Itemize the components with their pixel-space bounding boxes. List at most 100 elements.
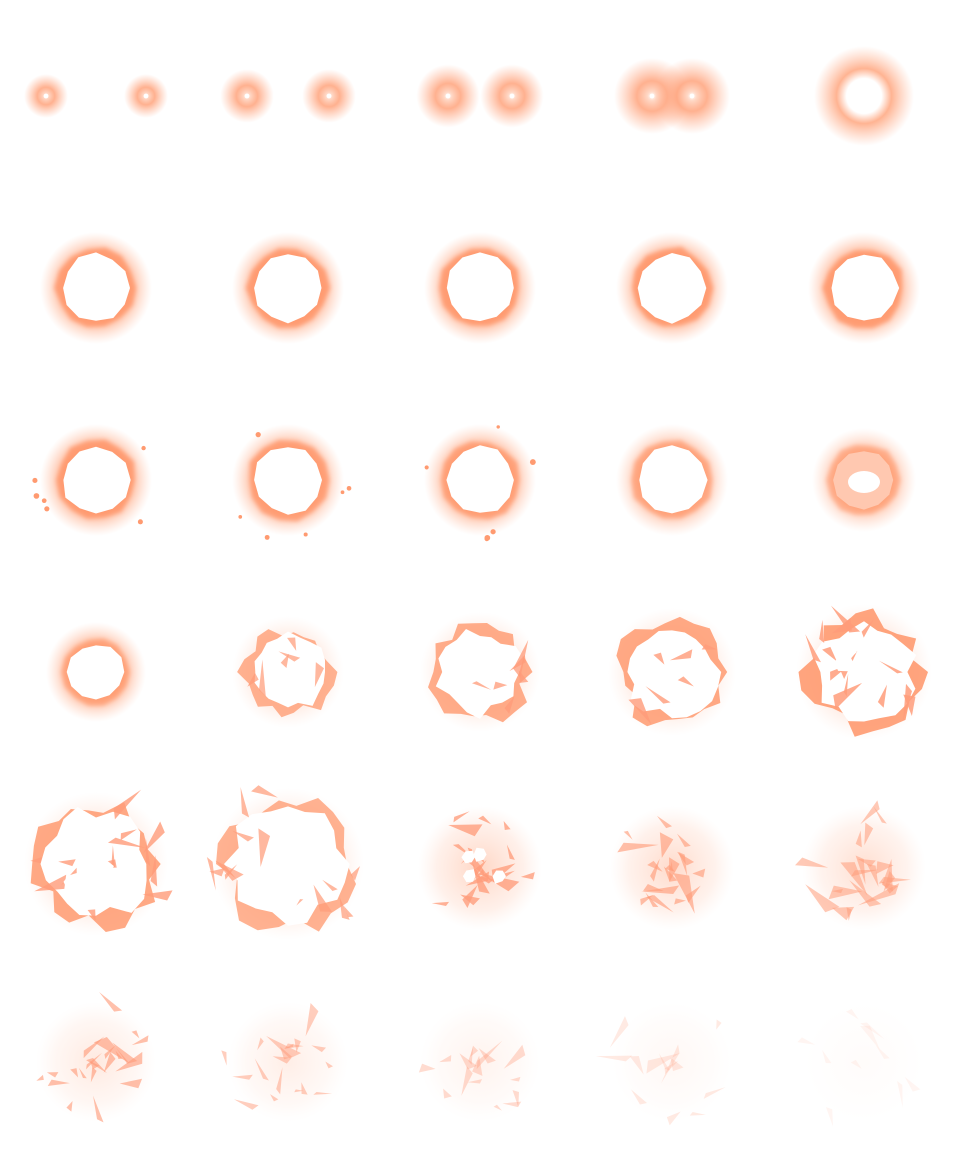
debris-shard <box>247 672 259 687</box>
spark-core <box>244 93 250 99</box>
debris-shard <box>258 828 271 868</box>
fading-cloud <box>612 1002 732 1122</box>
debris-shard <box>87 909 96 921</box>
debris-shard <box>877 684 887 708</box>
hot-fragment <box>284 857 311 885</box>
explosion-frame <box>24 789 173 936</box>
explosion-frame <box>206 785 364 940</box>
debris-shard <box>325 1061 334 1069</box>
debris-shard <box>851 869 879 877</box>
debris-shard <box>272 1056 292 1064</box>
debris-shard <box>459 1053 477 1070</box>
explosion-frame <box>416 64 544 128</box>
debris-shard <box>830 605 861 633</box>
debris-shard <box>903 683 912 721</box>
debris-shard <box>855 855 866 885</box>
debris-shard <box>113 789 142 820</box>
debris-shard <box>805 884 840 913</box>
debris-shard <box>623 830 633 840</box>
debris-shard <box>313 1092 333 1095</box>
debris-shard <box>453 811 470 823</box>
explosion-frame <box>808 232 920 344</box>
debris-shard <box>448 824 483 837</box>
spark-core <box>143 93 149 99</box>
debris-shard <box>650 858 660 882</box>
debris-shard <box>270 1094 279 1102</box>
debris-shard <box>860 800 880 825</box>
debris-shard <box>643 883 664 891</box>
debris-shard <box>860 1022 885 1040</box>
ember <box>264 534 270 540</box>
debris-shard <box>233 1099 259 1110</box>
debris-shard <box>866 864 879 887</box>
explosion-frame <box>232 232 344 344</box>
debris-shard <box>879 660 903 674</box>
ember <box>32 477 38 483</box>
debris-shard <box>677 676 694 687</box>
debris-shard <box>93 1037 130 1064</box>
debris-shard <box>468 1046 474 1065</box>
explosion-frame <box>232 424 352 540</box>
debris-shard <box>509 655 526 672</box>
debris-shard <box>493 1104 502 1111</box>
debris-shard <box>350 866 360 881</box>
debris-shard <box>112 1042 138 1064</box>
debris-shard <box>875 1045 890 1059</box>
debris-shard <box>418 1063 436 1073</box>
explosion-frame <box>595 1002 732 1126</box>
debris-shard <box>471 681 492 690</box>
debris-shard <box>881 859 893 892</box>
frames-layer <box>24 46 932 1127</box>
debris-shard <box>678 851 688 877</box>
debris-shard <box>103 1052 116 1073</box>
explosion-frame <box>608 608 736 736</box>
hot-fragment <box>492 870 506 884</box>
debris-shard <box>617 842 659 853</box>
ring-core <box>637 253 707 324</box>
ember <box>238 514 243 519</box>
debris-shard <box>232 830 254 842</box>
debris-shard <box>825 1107 833 1127</box>
debris-shard <box>849 880 882 907</box>
debris-shard <box>845 1009 859 1020</box>
debris-shard <box>628 698 652 725</box>
ring-core <box>63 252 130 321</box>
hot-fragment <box>462 869 476 883</box>
debris-shard <box>150 855 158 887</box>
hot-fragment <box>302 826 325 852</box>
debris-shard <box>512 1090 519 1108</box>
debris-shard <box>119 1078 143 1089</box>
debris-shard <box>828 885 863 900</box>
debris-shard <box>266 1036 302 1059</box>
debris-shard <box>301 1082 308 1095</box>
debris-shard <box>90 1067 97 1083</box>
ring-core <box>831 254 900 321</box>
ring-core <box>254 447 322 515</box>
debris-shard <box>631 1089 648 1105</box>
debris-shard <box>656 815 673 829</box>
debris-shard <box>833 682 863 710</box>
debris-shard <box>209 868 225 877</box>
debris-shard <box>595 1055 633 1062</box>
debris-shard <box>258 659 266 697</box>
debris-shard <box>819 619 825 644</box>
ring-core <box>66 645 125 700</box>
ember <box>496 425 500 429</box>
explosion-frame <box>36 992 156 1123</box>
debris-shard <box>510 1076 521 1082</box>
ember <box>346 486 352 491</box>
debris-shard <box>131 1035 149 1046</box>
debris-shard <box>669 649 693 661</box>
debris-shard <box>78 1067 87 1079</box>
debris-shard <box>502 1101 522 1108</box>
explosion-frame <box>420 612 540 732</box>
hot-fragment <box>862 646 878 663</box>
burst-core <box>435 629 524 719</box>
debris-shard <box>36 1074 44 1081</box>
explosion-frame <box>616 232 728 344</box>
debris-shard <box>670 1057 684 1072</box>
debris-shard <box>232 1074 253 1080</box>
debris-shard <box>215 860 244 881</box>
debris-shard <box>107 837 146 849</box>
